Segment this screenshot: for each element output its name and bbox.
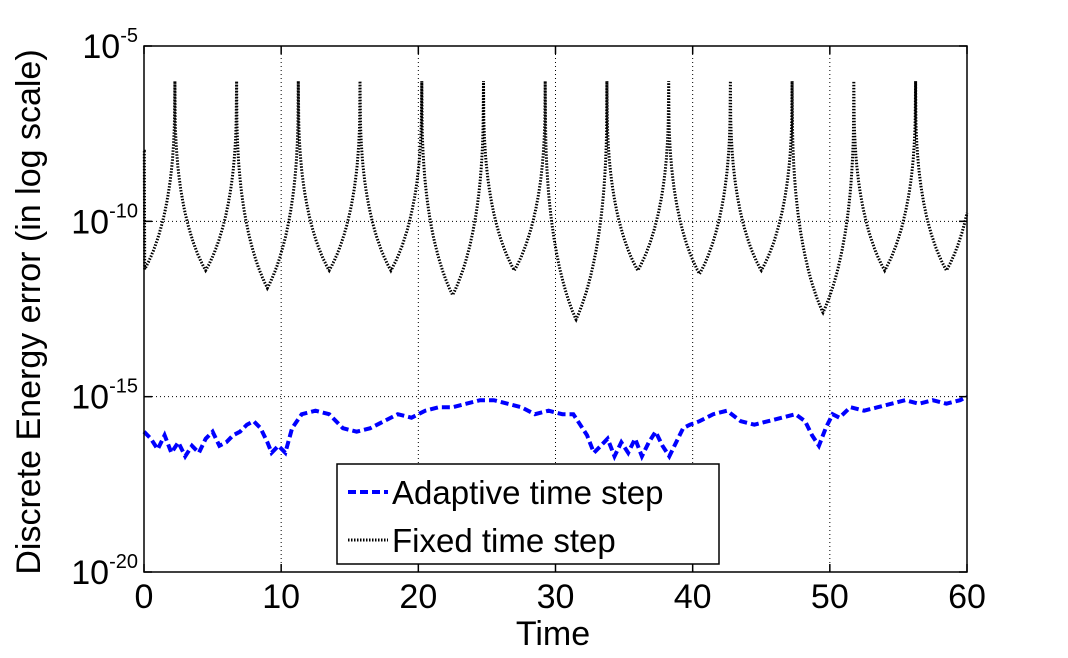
x-tick-label: 10: [262, 578, 300, 616]
x-tick-label: 30: [537, 578, 575, 616]
y-tick-labels: 10-5 10-10 10-15 10-20: [71, 25, 138, 592]
y-tick-label: 10-5: [82, 25, 138, 66]
x-tick-label: 20: [399, 578, 437, 616]
series-adaptive-time-step: [142, 394, 968, 462]
legend: Adaptive time step Fixed time step: [336, 463, 720, 565]
y-tick-label: 10-10: [71, 200, 138, 241]
x-tick-labels: 0 10 20 30 40 50 60: [135, 578, 986, 616]
y-tick-label: 10-20: [71, 551, 138, 592]
x-axis-label: Time: [516, 615, 590, 653]
legend-label-fixed: Fixed time step: [392, 522, 616, 559]
x-tick-label: 0: [135, 578, 154, 616]
legend-box: [336, 463, 720, 565]
legend-label-adaptive: Adaptive time step: [392, 474, 663, 511]
series-layer: [142, 81, 969, 462]
y-tick-label: 10-15: [71, 376, 138, 417]
y-axis-label: Discrete Energy error (in log scale): [10, 49, 48, 574]
x-tick-label: 60: [948, 578, 986, 616]
series-fixed-time-step: [142, 81, 969, 323]
x-tick-label: 50: [811, 578, 849, 616]
x-tick-label: 40: [674, 578, 712, 616]
tick-marks: [143, 45, 968, 573]
